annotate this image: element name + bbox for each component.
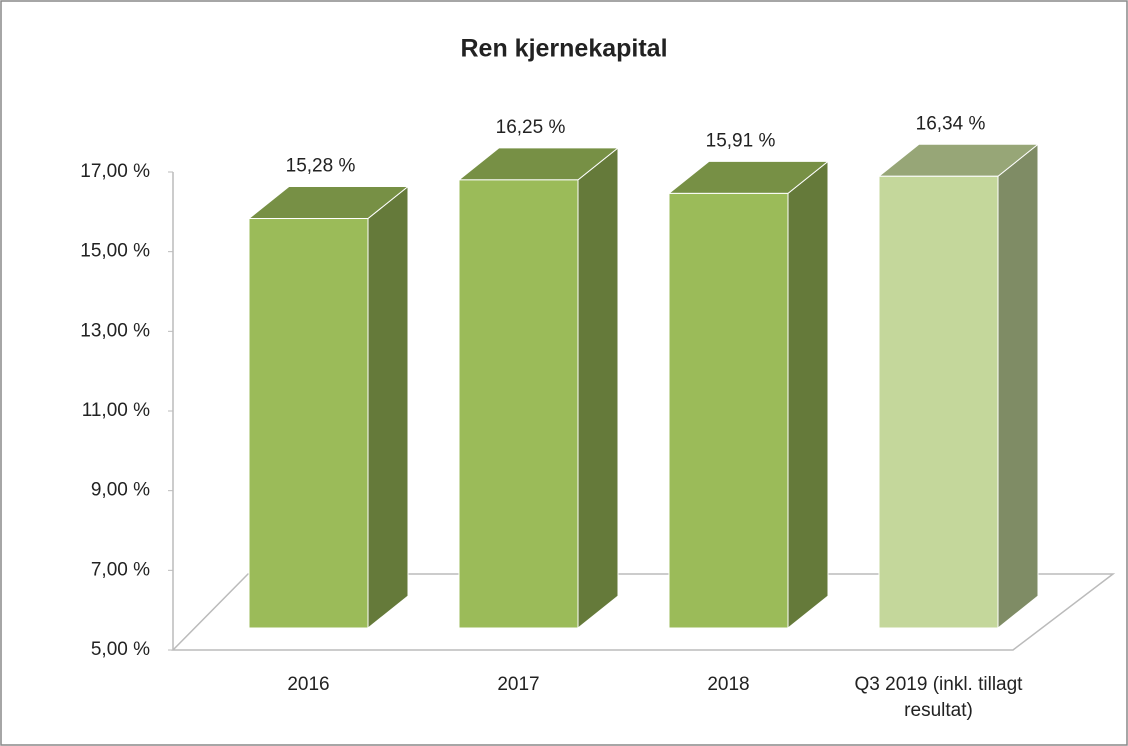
y-tick-label: 17,00 %: [80, 161, 150, 182]
y-tick-label: 13,00 %: [80, 320, 150, 341]
bar: [668, 192, 789, 629]
floor: [171, 573, 1116, 651]
data-label: 16,25 %: [496, 117, 566, 138]
y-tick-label: 15,00 %: [80, 241, 150, 262]
chart-title: Ren kjernekapital: [460, 35, 667, 63]
y-tick-label: 9,00 %: [91, 480, 150, 501]
x-tick-label: 2016: [287, 674, 330, 695]
bar-side: [997, 143, 1039, 630]
y-tick-label: 11,00 %: [82, 400, 150, 421]
bar: [458, 179, 579, 629]
data-label: 15,28 %: [286, 156, 356, 177]
data-label: 15,91 %: [706, 130, 776, 151]
y-tick-label: 7,00 %: [91, 559, 150, 580]
x-tick-label: 2018: [707, 674, 750, 695]
x-tick-label: Q3 2019 (inkl. tillagt resultat): [854, 674, 1023, 721]
x-tick-label: 2017: [497, 674, 540, 695]
bar-side: [577, 146, 619, 630]
bar: [878, 175, 999, 629]
y-tick-label: 5,00 %: [91, 639, 150, 660]
data-label: 16,34 %: [916, 113, 986, 134]
bar: [248, 218, 369, 629]
bar-side: [787, 160, 829, 630]
bar-side: [367, 185, 409, 630]
